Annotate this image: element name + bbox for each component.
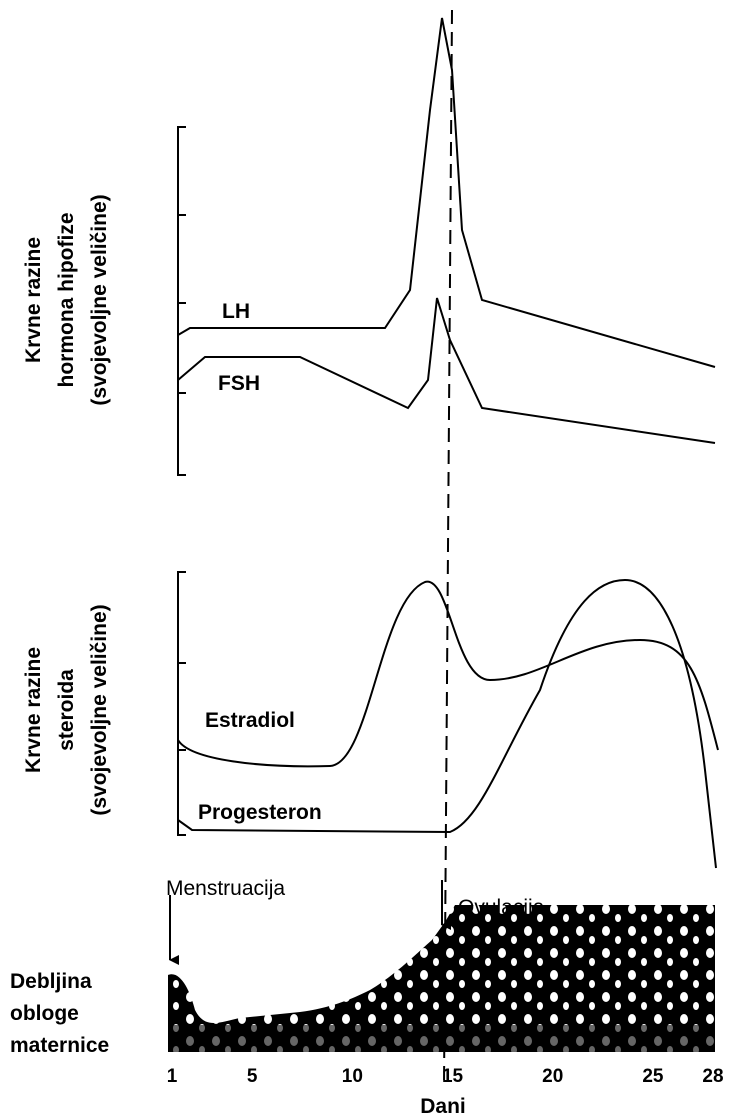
fsh-curve — [178, 298, 715, 443]
diagram: LH FSH Krvne razine hormona hipofize (sv… — [0, 0, 731, 1120]
endometrium-label: maternice — [10, 1034, 109, 1057]
axis-title: Krvne razine hormona hipofize (svojevolj… — [22, 194, 111, 405]
x-tick-label: 5 — [247, 1066, 258, 1087]
x-axis-title: Dani — [420, 1095, 466, 1118]
axis-title-line: Krvne razine — [22, 237, 45, 363]
axis-title-line: steroida — [55, 669, 78, 751]
curve-label: Estradiol — [205, 709, 295, 732]
axis-title-line: Krvne razine — [22, 647, 45, 773]
x-tick-label: 25 — [642, 1066, 664, 1087]
steroid-axis — [178, 572, 186, 835]
endometrium-label: Debljina — [10, 970, 92, 993]
axis-title-line: (svojevoljne veličine) — [88, 604, 111, 815]
x-tick-label: 15 — [442, 1066, 464, 1087]
x-tick-label: 10 — [342, 1066, 363, 1087]
axis-title-line: (svojevoljne veličine) — [88, 194, 111, 405]
curve-label: LH — [222, 300, 250, 323]
x-tick-label: 28 — [702, 1066, 723, 1087]
curve-label: FSH — [218, 372, 260, 395]
event-label: Menstruacija — [166, 877, 285, 900]
lh-curve — [178, 18, 715, 367]
x-tick-label: 1 — [167, 1066, 178, 1087]
event-label: Ovulacija — [458, 896, 545, 919]
axis-title: Krvne razine steroida (svojevoljne velič… — [22, 604, 111, 815]
endometrium-label: obloge — [10, 1002, 79, 1025]
axis-title-line: hormona hipofize — [55, 213, 78, 388]
endometrium-base — [168, 1025, 715, 1052]
hormone-axis — [178, 127, 186, 475]
x-tick-label: 20 — [542, 1066, 563, 1087]
curve-label: Progesteron — [198, 801, 322, 824]
